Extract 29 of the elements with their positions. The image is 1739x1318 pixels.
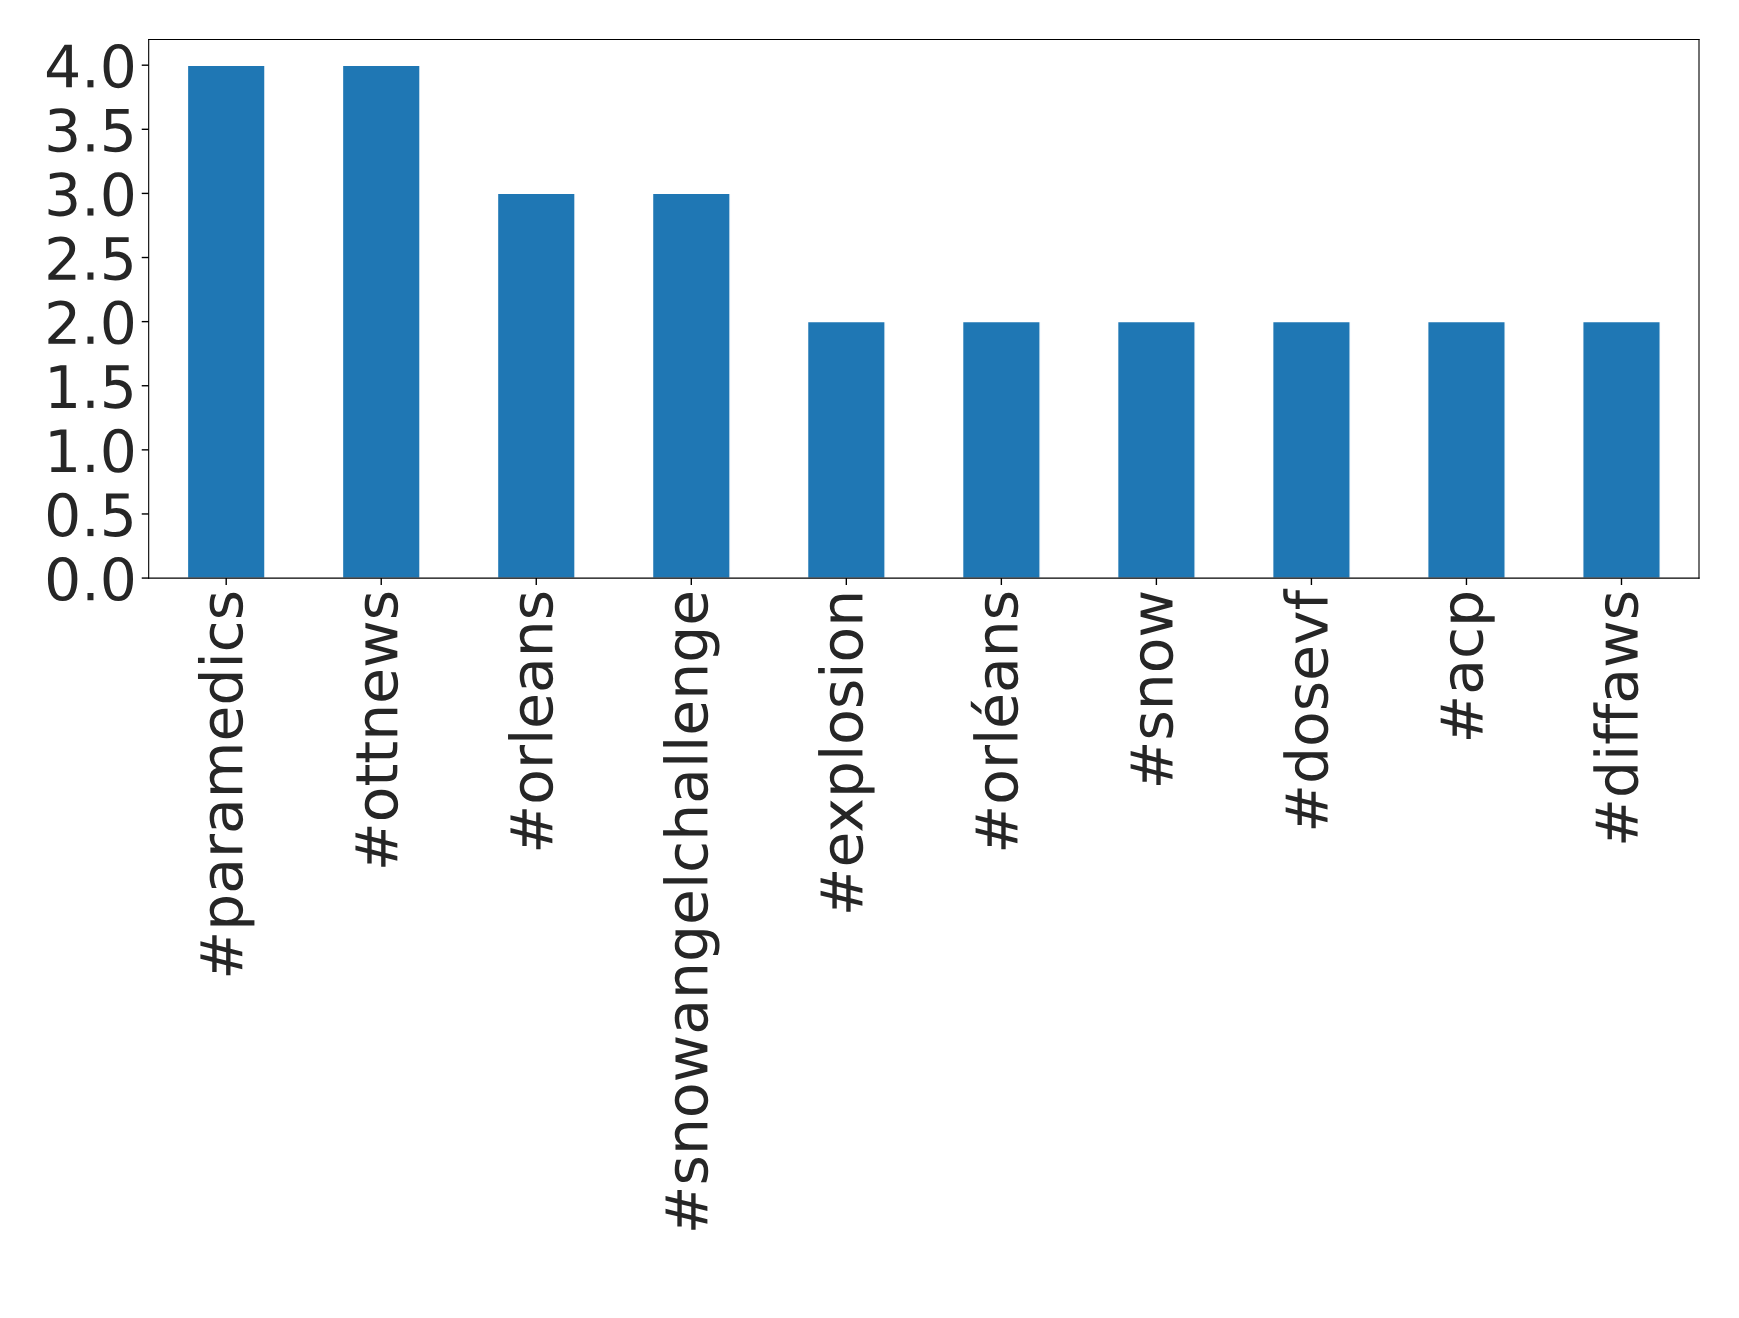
- x-tick-label: #orléans: [970, 592, 1019, 850]
- y-tick-label: 3.5: [48, 108, 132, 153]
- x-tick-label: #diffaws: [1593, 592, 1639, 843]
- x-tick-label: #snow: [1130, 592, 1174, 786]
- x-tick-label: #paramedics: [197, 592, 255, 976]
- x-tick-label: #acp: [1440, 593, 1495, 740]
- x-tick-label: #orleans: [508, 592, 554, 850]
- x-tick-label: #explosion: [818, 594, 875, 912]
- y-tick-label: 3.0: [48, 172, 134, 217]
- bar: [341, 64, 421, 579]
- bar: [651, 192, 731, 579]
- y-tick-label: 0.0: [47, 556, 134, 602]
- y-tick-label: 2.5: [48, 236, 132, 281]
- x-tick-label: #dosevf: [1283, 588, 1329, 829]
- y-tick-label: 2.0: [48, 300, 134, 345]
- bar: [496, 192, 576, 579]
- y-tick-label: 1.5: [50, 365, 132, 409]
- bar: [1427, 320, 1506, 579]
- y-tick-label: 4.0: [46, 44, 134, 89]
- bar: [1116, 320, 1196, 579]
- bar: [186, 64, 266, 579]
- bar: [961, 320, 1041, 579]
- x-tick-label: #ottnews: [355, 592, 399, 867]
- bar: [1271, 320, 1351, 579]
- x-tick-label: #snowangelchallenge: [663, 593, 720, 1230]
- y-tick-label: 0.5: [47, 492, 132, 537]
- bar: [806, 320, 886, 579]
- bar: [1582, 320, 1661, 579]
- y-tick-label: 1.0: [50, 428, 134, 473]
